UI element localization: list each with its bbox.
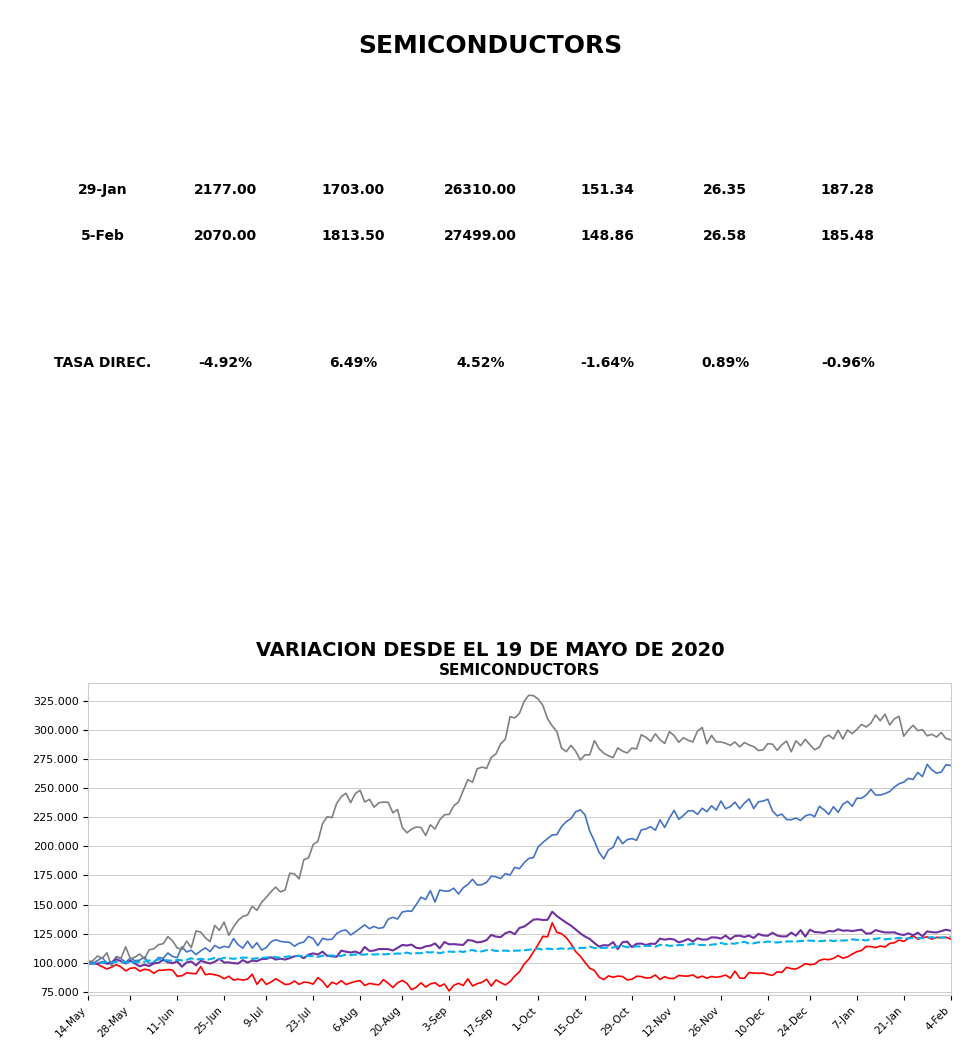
Text: QCOM: QCOM	[202, 310, 249, 325]
INTL	[443, 985, 455, 998]
Text: AMD: AMD	[463, 138, 498, 151]
CCL	[448, 938, 460, 951]
Text: TASA DIREC.: TASA DIREC.	[54, 356, 152, 371]
AMD	[805, 738, 816, 751]
INTL	[266, 975, 277, 988]
INTL	[805, 958, 816, 971]
CER	[795, 935, 807, 948]
CCL	[677, 935, 689, 948]
AMD	[270, 881, 281, 894]
INTL	[546, 916, 558, 929]
CCL	[805, 923, 816, 936]
Text: SECTOR: SECTOR	[813, 83, 882, 97]
Text: 1703.00: 1703.00	[321, 183, 384, 197]
Text: 26.35: 26.35	[704, 183, 747, 197]
QCOM	[800, 809, 811, 822]
CER	[668, 939, 680, 952]
QCOM	[222, 941, 234, 954]
Text: CCL: CCL	[593, 310, 622, 325]
Line: INTL: INTL	[88, 922, 951, 991]
Line: QCOM: QCOM	[88, 765, 951, 964]
AMD	[222, 929, 234, 941]
Line: AMD: AMD	[88, 696, 951, 967]
QCOM	[945, 759, 956, 772]
Text: SECTOR: SECTOR	[813, 255, 882, 270]
INTL	[219, 972, 230, 985]
Text: 26310.00: 26310.00	[444, 183, 516, 197]
AMD	[274, 885, 286, 898]
AMD	[523, 689, 535, 702]
QCOM	[274, 935, 286, 948]
QCOM	[921, 758, 933, 771]
CCL	[945, 925, 956, 937]
Text: 6.49%: 6.49%	[328, 356, 377, 371]
Text: VARIACION %: VARIACION %	[414, 255, 527, 270]
QCOM	[448, 882, 460, 895]
Text: CER: CER	[710, 138, 741, 151]
CCL	[270, 953, 281, 966]
Text: XSD: XSD	[830, 137, 865, 152]
AMD	[448, 800, 460, 812]
CER	[270, 951, 281, 964]
Text: 29-Jan: 29-Jan	[78, 183, 127, 197]
Text: 1813.50: 1813.50	[321, 229, 384, 243]
QCOM	[270, 933, 281, 946]
Text: XSD: XSD	[830, 310, 865, 325]
CER	[82, 957, 94, 970]
CER	[266, 951, 277, 964]
INTL	[270, 972, 281, 985]
QCOM	[143, 957, 155, 970]
Text: INTL: INTL	[335, 138, 370, 151]
AMD	[677, 732, 689, 744]
Line: CER: CER	[88, 936, 951, 964]
Text: 4.52%: 4.52%	[456, 356, 505, 371]
CCL	[82, 957, 94, 970]
AMD	[82, 956, 94, 969]
Text: VALORES DE CIERRE: VALORES DE CIERRE	[384, 83, 557, 97]
INTL	[448, 980, 460, 992]
CER	[443, 946, 455, 958]
CCL	[222, 956, 234, 969]
Text: AMD: AMD	[463, 310, 498, 325]
Text: 0.89%: 0.89%	[701, 356, 750, 371]
Text: VARIACION DESDE EL 19 DE MAYO DE 2020: VARIACION DESDE EL 19 DE MAYO DE 2020	[256, 641, 724, 660]
Text: 185.48: 185.48	[820, 229, 875, 243]
Text: SEMICONDUCTORS: SEMICONDUCTORS	[358, 34, 622, 58]
Text: -0.96%: -0.96%	[821, 356, 874, 371]
Text: CCL: CCL	[593, 138, 622, 151]
CCL	[274, 952, 286, 965]
QCOM	[673, 813, 685, 826]
Text: QCOM: QCOM	[202, 138, 249, 151]
INTL	[677, 970, 689, 983]
CCL	[546, 905, 558, 918]
Text: 5-Feb: 5-Feb	[81, 229, 124, 243]
Text: -4.92%: -4.92%	[198, 356, 253, 371]
Text: 187.28: 187.28	[821, 183, 874, 197]
Text: INTL: INTL	[335, 310, 370, 325]
CER	[945, 930, 956, 943]
Title: SEMICONDUCTORS: SEMICONDUCTORS	[439, 663, 600, 678]
Text: 2177.00: 2177.00	[194, 183, 257, 197]
Text: 151.34: 151.34	[581, 183, 634, 197]
AMD	[106, 961, 118, 973]
QCOM	[82, 955, 94, 968]
INTL	[82, 955, 94, 968]
Text: 26.58: 26.58	[703, 229, 748, 243]
CCL	[176, 961, 188, 973]
Text: CER: CER	[710, 310, 741, 325]
CER	[219, 951, 230, 964]
Text: 2070.00: 2070.00	[194, 229, 257, 243]
AMD	[945, 734, 956, 747]
Text: 27499.00: 27499.00	[444, 229, 516, 243]
Text: 148.86: 148.86	[581, 229, 634, 243]
Text: -1.64%: -1.64%	[580, 356, 635, 371]
Line: CCL: CCL	[88, 912, 951, 967]
INTL	[945, 933, 956, 946]
